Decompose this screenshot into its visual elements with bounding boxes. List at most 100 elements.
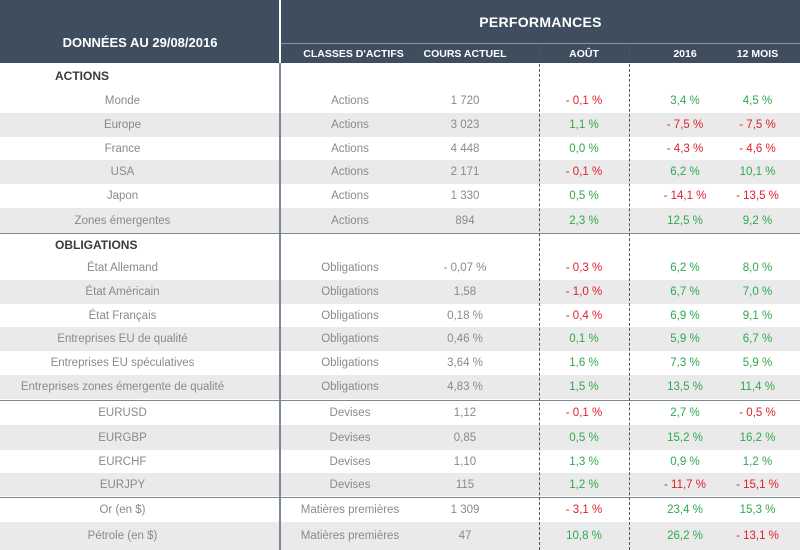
col-header-12mois: 12 MOIS xyxy=(736,47,779,60)
cell-cours: 1 330 xyxy=(450,190,480,202)
cell-m12: - 15,1 % xyxy=(736,478,779,491)
table-row: Entreprises zones émergente de qualité Ob… xyxy=(0,375,800,399)
cell-cours: 47 xyxy=(458,530,472,542)
cell-classe: Matières premières xyxy=(300,530,400,542)
cell-classe: Actions xyxy=(331,95,369,107)
cell-cours: 1,12 xyxy=(453,406,477,419)
cell-cours: 0,85 xyxy=(453,431,477,444)
cell-name: Pétrole (en $) xyxy=(87,530,158,542)
cell-name: Entreprises EU spéculatives xyxy=(50,357,195,369)
cell-m12: 4,5 % xyxy=(742,95,773,107)
table-header: DONNÉES AU 29/08/2016 PERFORMANCES CLASS… xyxy=(0,0,800,63)
table-row: État Allemand Obligations - 0,07 % - 0,3 % 6… xyxy=(0,256,800,280)
cell-name: Monde xyxy=(104,95,141,107)
cell-classe: Actions xyxy=(331,190,369,202)
col-header-cours: COURS ACTUEL xyxy=(423,47,507,60)
cell-name: État Allemand xyxy=(87,262,158,274)
cell-m12: - 13,5 % xyxy=(736,190,779,202)
cell-aout: 1,5 % xyxy=(569,381,599,393)
table-row: Pétrole (en $) Matières premières 47 10,8 %… xyxy=(0,522,800,550)
cell-name: USA xyxy=(110,166,135,178)
header-rule xyxy=(281,43,800,44)
cell-classe: Matières premières xyxy=(300,503,400,516)
cell-cours: 2 171 xyxy=(450,166,480,178)
cell-classe: Obligations xyxy=(321,357,379,369)
cell-aout: 10,8 % xyxy=(566,530,602,542)
cell-classe: Devises xyxy=(329,431,371,444)
table-row: EURCHF Devises 1,10 1,3 % 0,9 % 1,2 % xyxy=(0,450,800,473)
date-title: DONNÉES AU 29/08/2016 xyxy=(62,35,218,50)
cell-aout: 0,5 % xyxy=(569,190,599,202)
cell-y2016: 6,9 % xyxy=(670,309,700,322)
cell-cours: 1 309 xyxy=(450,503,480,516)
cell-cours: 0,18 % xyxy=(447,309,483,322)
cell-name: Entreprises EU de qualité xyxy=(57,333,188,345)
cell-aout: - 0,1 % xyxy=(565,95,603,107)
cell-aout: 0,5 % xyxy=(569,431,599,444)
cell-name: France xyxy=(104,142,141,155)
table-row: EURUSD Devises 1,12 - 0,1 % 2,7 % - 0,5 % xyxy=(0,400,800,425)
cell-aout: - 0,3 % xyxy=(565,262,603,274)
cell-classe: Obligations xyxy=(321,333,379,345)
group-divider xyxy=(0,497,800,498)
cell-cours: 4,83 % xyxy=(447,381,483,393)
cell-classe: Actions xyxy=(331,119,369,131)
table-row: EURGBP Devises 0,85 0,5 % 15,2 % 16,2 % xyxy=(0,425,800,450)
cell-cours: 3 023 xyxy=(450,119,480,131)
col-header-aout: AOÛT xyxy=(569,47,599,60)
cell-y2016: - 4,3 % xyxy=(666,142,704,155)
cell-aout: 0,0 % xyxy=(569,142,599,155)
cell-y2016: - 7,5 % xyxy=(666,119,704,131)
cell-m12: - 0,5 % xyxy=(739,406,776,419)
cell-name: État Américain xyxy=(85,286,160,298)
cell-name: Zones émergentes xyxy=(74,214,171,227)
section-row-obligations: OBLIGATIONS xyxy=(0,233,800,256)
cell-name: Japon xyxy=(106,190,139,202)
cell-name: EURCHF xyxy=(98,455,147,468)
cell-name: Or (en $) xyxy=(99,503,146,516)
header-divider xyxy=(279,0,281,63)
cell-m12: 9,2 % xyxy=(742,214,773,227)
cell-cours: 4 448 xyxy=(450,142,480,155)
dashed-divider-aout-right xyxy=(629,44,630,550)
cell-y2016: 6,2 % xyxy=(670,166,700,178)
cell-aout: 1,3 % xyxy=(569,455,599,468)
cell-y2016: 7,3 % xyxy=(670,357,700,369)
cell-m12: - 13,1 % xyxy=(736,530,779,542)
cell-cours: - 0,07 % xyxy=(443,262,487,274)
cell-m12: 1,2 % xyxy=(742,455,773,468)
cell-aout: - 3,1 % xyxy=(565,503,603,516)
table-row: Entreprises EU de qualité Obligations 0,46… xyxy=(0,327,800,351)
section-label-actions: ACTIONS xyxy=(55,69,109,83)
cell-m12: 10,1 % xyxy=(739,166,776,178)
cell-m12: 7,0 % xyxy=(742,286,773,298)
table-row: France Actions 4 448 0,0 % - 4,3 % - 4,6 % xyxy=(0,137,800,160)
cell-aout: - 0,4 % xyxy=(565,309,603,322)
cell-name: Europe xyxy=(103,119,142,131)
cell-y2016: 23,4 % xyxy=(667,503,703,516)
cell-y2016: - 14,1 % xyxy=(663,190,707,202)
cell-name: État Français xyxy=(88,309,157,322)
cell-y2016: 13,5 % xyxy=(667,381,703,393)
group-divider xyxy=(0,233,800,234)
cell-classe: Actions xyxy=(331,142,369,155)
col-header-classes: CLASSES D'ACTIFS xyxy=(303,47,404,60)
column-divider xyxy=(279,63,281,550)
cell-cours: 894 xyxy=(455,214,475,227)
cell-m12: - 4,6 % xyxy=(739,142,776,155)
cell-m12: 6,7 % xyxy=(742,333,773,345)
cell-aout: 1,6 % xyxy=(569,357,599,369)
section-label-obligations: OBLIGATIONS xyxy=(55,237,138,252)
table-row: Or (en $) Matières premières 1 309 - 3,1 % 2… xyxy=(0,497,800,522)
group-divider xyxy=(0,400,800,401)
cell-y2016: 15,2 % xyxy=(667,431,703,444)
cell-aout: 0,1 % xyxy=(569,333,599,345)
cell-m12: 16,2 % xyxy=(739,431,776,444)
cell-cours: 3,64 % xyxy=(447,357,483,369)
cell-aout: 2,3 % xyxy=(569,214,599,227)
cell-y2016: 6,7 % xyxy=(670,286,700,298)
cell-m12: - 7,5 % xyxy=(739,119,776,131)
cell-aout: 1,2 % xyxy=(569,478,599,491)
cell-aout: - 1,0 % xyxy=(565,286,603,298)
cell-y2016: 5,9 % xyxy=(670,333,700,345)
